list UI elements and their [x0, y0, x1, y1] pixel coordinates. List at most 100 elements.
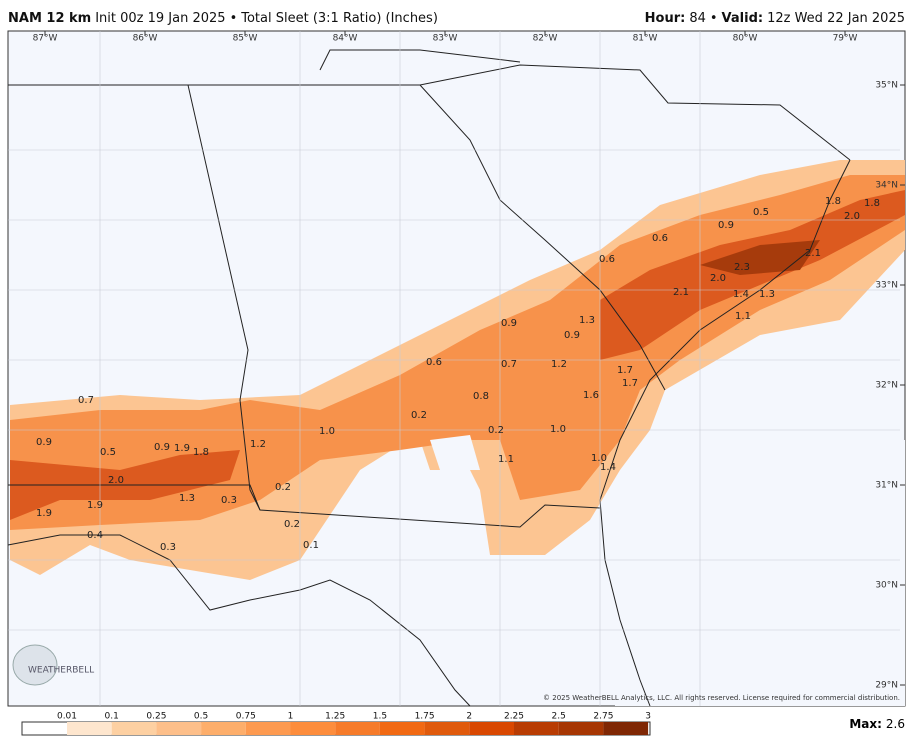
point-label: 1.0: [319, 426, 335, 437]
point-label: 1.3: [579, 315, 595, 326]
point-label: 0.9: [154, 442, 170, 453]
lon-label: 79°W: [833, 34, 858, 44]
point-label: 0.9: [718, 220, 734, 231]
colorbar-label: 2.75: [593, 712, 613, 722]
point-label: 0.2: [284, 519, 300, 530]
colorbar-segment: [514, 722, 559, 735]
point-label: 0.7: [501, 359, 517, 370]
point-label: 2.1: [805, 248, 821, 259]
point-label: 1.9: [36, 508, 52, 519]
point-label: 0.9: [564, 330, 580, 341]
point-label: 1.9: [174, 443, 190, 454]
point-label: 2.3: [734, 262, 750, 273]
lon-label: 84°W: [333, 34, 358, 44]
max: Max: 2.6: [849, 717, 905, 731]
state-border: [319, 49, 521, 71]
header-left: NAM 12 km Init 00z 19 Jan 2025 • Total Slee…: [8, 11, 438, 26]
point-label: 2.0: [108, 475, 124, 486]
lon-label: 80°W: [733, 34, 758, 44]
colorbar-label: 2.25: [504, 712, 524, 722]
product: Total Sleet (3:1 Ratio) (Inches): [240, 11, 438, 26]
colorbar-label: 0.75: [236, 712, 256, 722]
point-label: 2.0: [710, 273, 726, 284]
colorbar-label: 1.5: [373, 712, 387, 722]
ocean: [615, 440, 905, 706]
point-label: 0.2: [488, 425, 504, 436]
colorbar-segment: [290, 722, 336, 735]
borders: [7, 31, 900, 707]
point-label: 1.1: [735, 311, 751, 322]
gap: [430, 435, 480, 470]
lon-label: 81°W: [633, 34, 658, 44]
lon-label: 87°W: [33, 34, 58, 44]
colorbar-segment: [603, 722, 649, 735]
hour-label: Hour:: [645, 11, 686, 26]
point-label: 1.4: [600, 462, 616, 473]
point-label: 1.0: [550, 424, 566, 435]
hour: 84: [689, 11, 706, 26]
lat-label: 33°N: [875, 281, 898, 291]
colorbar-segment: [424, 722, 470, 735]
lon-label: 85°W: [233, 34, 258, 44]
colorbar-segment: [558, 722, 604, 735]
separator: •: [230, 11, 238, 26]
colorbar-label: 0.25: [146, 712, 166, 722]
valid: 12z Wed 22 Jan 2025: [767, 11, 905, 26]
lat-label: 35°N: [875, 81, 898, 91]
point-label: 0.5: [753, 207, 769, 218]
point-label: 1.3: [179, 493, 195, 504]
point-label: 1.6: [583, 390, 599, 401]
lon-label: 83°W: [433, 34, 458, 44]
header-right: Hour: 84 • Valid: 12z Wed 22 Jan 2025: [645, 11, 905, 26]
point-labels: 0.70.90.5 0.9 1.9 1.82.01.21.01.91.91.3 0.30…: [36, 196, 880, 553]
colorbar-segment: [111, 722, 157, 735]
lon-label: 86°W: [133, 34, 158, 44]
valid-label: Valid:: [722, 11, 764, 26]
point-label: 0.3: [221, 495, 237, 506]
point-label: 0.2: [411, 410, 427, 421]
lat-label: 29°N: [875, 681, 898, 691]
init: Init 00z 19 Jan 2025: [95, 11, 225, 26]
point-label: 0.7: [78, 395, 94, 406]
point-label: 1.9: [87, 500, 103, 511]
colorbar-label: 3: [645, 712, 651, 722]
colorbar-segment: [67, 722, 112, 735]
colorbar-label: 1.25: [325, 712, 345, 722]
lat-label: 32°N: [875, 381, 898, 391]
point-label: 1.4: [733, 289, 749, 300]
point-label: 0.6: [652, 233, 668, 244]
colorbar-label: 2: [466, 712, 472, 722]
state-border: [187, 84, 261, 511]
point-label: 1.3: [759, 289, 775, 300]
colorbar-segment: [156, 722, 202, 735]
point-label: 0.3: [160, 542, 176, 553]
legend: 0.01 0.1 0.25 0.5 0.75 1 1.25 1.5 1.75 2 2.25 2.5 2.…: [21, 712, 651, 736]
coast: [7, 534, 471, 707]
point-label: 0.2: [275, 482, 291, 493]
point-label: 0.9: [36, 437, 52, 448]
colorbar-label: 2.5: [552, 712, 566, 722]
point-label: 2.1: [673, 287, 689, 298]
point-label: 1.8: [825, 196, 841, 207]
logo-globe: [12, 644, 58, 686]
county-lines: [8, 31, 900, 706]
max-value: 2.6: [886, 717, 905, 731]
separator: •: [710, 11, 718, 26]
point-label: 1.2: [551, 359, 567, 370]
point-label: 2.0: [844, 211, 860, 222]
colorbar-label: 0.5: [194, 712, 208, 722]
colorbar-label: 1: [288, 712, 294, 722]
point-label: 0.6: [426, 357, 442, 368]
logo: WEATHERBELL: [28, 666, 94, 676]
model: NAM 12 km: [8, 11, 91, 26]
state-border: [8, 64, 851, 161]
point-label: 0.8: [473, 391, 489, 402]
lon-label: 82°W: [533, 34, 558, 44]
max-label: Max:: [849, 717, 882, 731]
copyright: © 2025 WeatherBELL Analytics, LLC. All r…: [543, 694, 900, 702]
lat-label: 34°N: [875, 181, 898, 191]
point-label: 0.1: [303, 540, 319, 551]
colorbar-label: 0.1: [105, 712, 119, 722]
colorbar-segment: [379, 722, 425, 735]
